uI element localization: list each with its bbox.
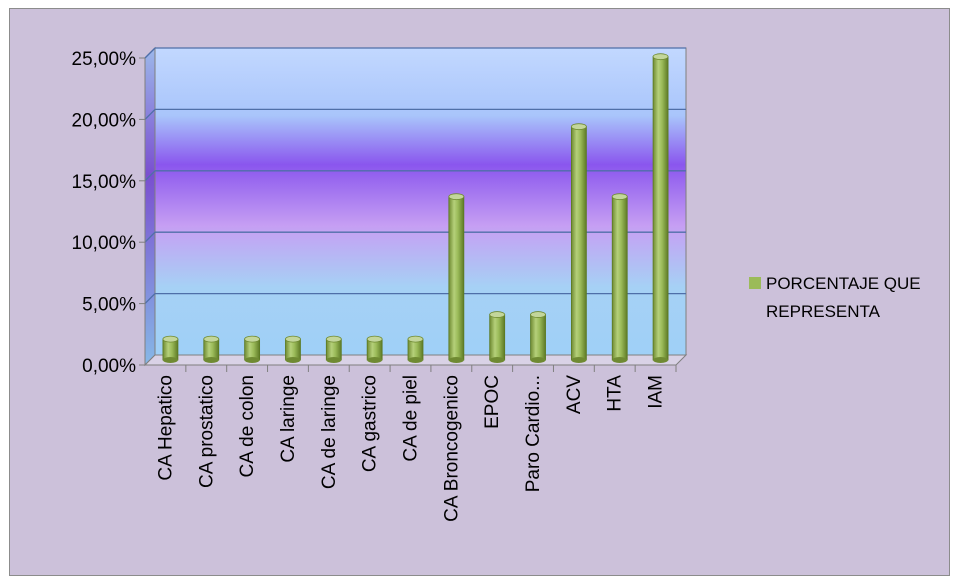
legend-label-line2: REPRESENTA xyxy=(766,302,881,321)
bar-base xyxy=(244,357,260,363)
bar xyxy=(244,335,261,363)
gridline-side xyxy=(144,108,156,120)
bar-body xyxy=(489,314,506,361)
bar-top xyxy=(570,123,587,131)
bar-base xyxy=(367,357,383,363)
bar xyxy=(570,123,587,363)
x-tick-label: CA de colon xyxy=(237,375,258,477)
bar xyxy=(448,193,465,363)
bar-top xyxy=(162,335,179,343)
plot-walls xyxy=(143,46,688,367)
x-tick-label: CA laringe xyxy=(278,375,299,463)
bar xyxy=(162,335,179,363)
bar-top xyxy=(325,335,342,343)
x-tick-label: CA Broncogenico xyxy=(441,375,462,522)
bar-top xyxy=(203,335,220,343)
bar-top xyxy=(407,335,424,343)
bar xyxy=(325,335,342,363)
bar-top xyxy=(489,311,506,318)
bar-body xyxy=(530,314,546,361)
bar-top xyxy=(285,335,301,343)
x-tick-label: EPOC xyxy=(482,375,503,429)
bar-base xyxy=(530,357,546,363)
bar-body xyxy=(652,56,669,361)
bar xyxy=(203,335,220,363)
bar-base xyxy=(448,357,464,363)
bar xyxy=(285,335,301,363)
bar xyxy=(530,311,546,363)
y-tick-label: 25,00% xyxy=(72,49,137,70)
gridline-side xyxy=(144,231,156,243)
bar-body xyxy=(448,196,465,361)
y-tick-label: 0,00% xyxy=(82,356,136,377)
bar xyxy=(611,193,628,363)
bar-body xyxy=(570,126,587,361)
y-tick-label: 10,00% xyxy=(72,233,137,254)
x-tick-label: Paro Cardio... xyxy=(523,375,544,492)
y-tick-label: 20,00% xyxy=(72,110,137,131)
bar-top xyxy=(244,335,261,343)
x-tick-label: IAM xyxy=(646,375,667,409)
bar-base xyxy=(489,357,505,363)
bar-base xyxy=(612,357,628,363)
bar-base xyxy=(162,357,178,363)
y-tick-label: 5,00% xyxy=(82,295,136,316)
bars xyxy=(162,53,669,363)
side-wall xyxy=(144,46,156,367)
x-tick-label: HTA xyxy=(605,375,626,412)
x-axis-ticks: CA Hepatico CA prostatico CA de colon CA la… xyxy=(155,365,677,522)
bar-base xyxy=(326,357,342,363)
y-tick-label: 15,00% xyxy=(72,172,137,193)
bar-top xyxy=(366,335,383,343)
bar xyxy=(489,311,506,363)
legend-swatch xyxy=(749,277,761,289)
bar-top xyxy=(448,193,465,201)
legend: PORCENTAJE QUE REPRESENTA xyxy=(749,274,921,321)
bar xyxy=(366,335,383,363)
bar-base xyxy=(653,357,669,363)
x-tick-label: CA gastrico xyxy=(360,375,381,472)
bar-top xyxy=(530,311,546,318)
bar-top xyxy=(611,193,628,201)
back-wall xyxy=(154,47,687,356)
y-axis-ticks: 0,00% 5,00% 10,00% 15,00% 20,00% 25,00% xyxy=(72,49,676,377)
x-tick-label: CA de laringe xyxy=(319,375,340,489)
bar-base xyxy=(408,357,423,363)
bar-base xyxy=(203,357,219,363)
x-tick-label: CA prostatico xyxy=(196,375,217,488)
x-tick-label: ACV xyxy=(564,375,585,414)
bar-top xyxy=(652,53,669,61)
gridline-side xyxy=(144,293,156,305)
bar-base xyxy=(285,357,301,363)
bar-base xyxy=(571,357,587,363)
legend-label: PORCENTAJE QUE xyxy=(766,274,921,293)
bar xyxy=(652,53,669,363)
bar xyxy=(407,335,424,363)
gridlines xyxy=(144,47,686,305)
x-tick-label: CA de piel xyxy=(401,375,422,462)
gridline-side xyxy=(144,47,156,59)
bar-body xyxy=(611,196,628,361)
x-tick-label: CA Hepatico xyxy=(155,375,176,481)
gridline-side xyxy=(144,170,156,182)
